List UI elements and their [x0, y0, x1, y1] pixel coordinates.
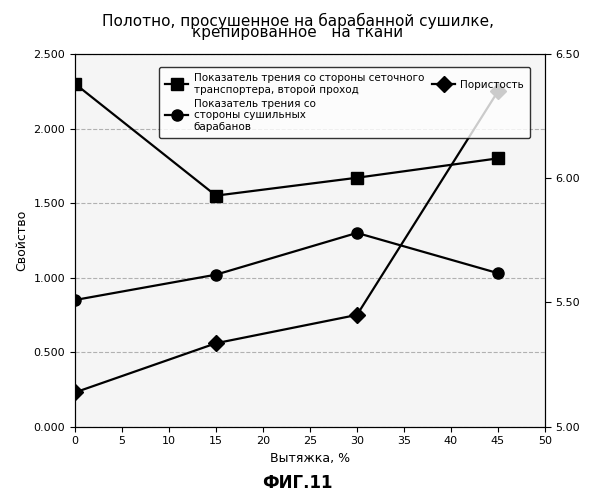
- Показатель трения со стороны сеточного
транспортера, второй проход: [71, 81, 79, 87]
- Пористость: [353, 312, 361, 318]
- Line: Показатель трения со
стороны сушильных
барабанов: Показатель трения со стороны сушильных б…: [70, 228, 503, 306]
- Text: ФИГ.11: ФИГ.11: [262, 474, 333, 492]
- Показатель трения со стороны сеточного
транспортера, второй проход: [212, 192, 220, 198]
- Пористость: [494, 88, 502, 94]
- Legend: Показатель трения со стороны сеточного
транспортера, второй проход, Показатель т: Показатель трения со стороны сеточного т…: [159, 66, 530, 138]
- Показатель трения со
стороны сушильных
барабанов: [212, 272, 220, 278]
- Text: Полотно, просушенное на барабанной сушилке,: Полотно, просушенное на барабанной сушил…: [102, 12, 493, 28]
- Пористость: [212, 340, 220, 346]
- Пористость: [71, 390, 79, 396]
- X-axis label: Вытяжка, %: Вытяжка, %: [270, 452, 350, 465]
- Показатель трения со
стороны сушильных
барабанов: [71, 297, 79, 303]
- Показатель трения со стороны сеточного
транспортера, второй проход: [494, 156, 502, 162]
- Показатель трения со
стороны сушильных
барабанов: [353, 230, 361, 236]
- Line: Показатель трения со стороны сеточного
транспортера, второй проход: Показатель трения со стороны сеточного т…: [70, 78, 503, 201]
- Показатель трения со стороны сеточного
транспортера, второй проход: [353, 174, 361, 180]
- Line: Пористость: Пористость: [70, 86, 503, 398]
- Text: крепированное   на ткани: крепированное на ткани: [192, 25, 403, 40]
- Показатель трения со
стороны сушильных
барабанов: [494, 270, 502, 276]
- Y-axis label: Свойство: Свойство: [15, 210, 28, 271]
